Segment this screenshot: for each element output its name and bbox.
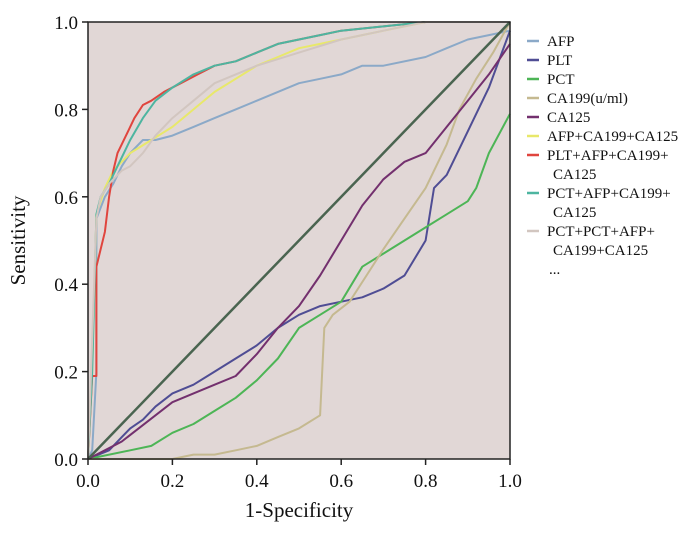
x-tick-label: 0.4 xyxy=(245,471,269,492)
y-tick-label: 1.0 xyxy=(54,13,78,34)
roc-curve-5 xyxy=(87,43,511,460)
y-tick-label: 0.6 xyxy=(54,188,78,209)
legend-entry: PCT+PCT+AFP+ CA199+CA125 xyxy=(547,224,655,259)
roc-curve-4 xyxy=(88,21,511,460)
legend-entry: CA125 xyxy=(547,110,590,126)
legend-entry: PLT xyxy=(547,53,572,69)
legend-entry: AFP xyxy=(547,34,575,50)
plot-frame xyxy=(87,21,511,460)
roc-curve-3 xyxy=(87,113,511,460)
y-tick-label: 0.8 xyxy=(54,100,78,121)
legend-entry: AFP+CA199+CA125 xyxy=(547,129,678,145)
legend-entry: PCT+AFP+CA199+ CA125 xyxy=(547,186,671,221)
x-tick-label: 0.8 xyxy=(414,471,438,492)
x-tick-label: 1.0 xyxy=(498,471,522,492)
x-tick-label: 0.2 xyxy=(161,471,185,492)
legend-entry: PLT+AFP+CA199+ CA125 xyxy=(547,148,669,183)
x-tick-label: 0.6 xyxy=(329,471,353,492)
y-tick-label: 0.4 xyxy=(54,275,78,296)
x-axis-label: 1-Specificity xyxy=(245,498,354,522)
reference-diagonal-line xyxy=(87,21,511,460)
roc-curves xyxy=(87,21,511,460)
legend: AFP PLT PCT CA199(u/ml) CA125 AFP+CA199+CA125… xyxy=(527,34,678,278)
y-tick-label: 0.0 xyxy=(54,450,78,471)
axis-ticks: 0.0 0.2 0.4 0.6 0.8 1.0 0.0 0.2 0.4 0.6 0.8 1.0 xyxy=(54,13,522,492)
legend-more-indicator: ... xyxy=(549,262,560,278)
roc-curve-1 xyxy=(87,29,511,460)
x-tick-label: 0.0 xyxy=(76,471,100,492)
roc-curve-9 xyxy=(87,21,510,460)
legend-entry: CA199(u/ml) xyxy=(547,91,628,107)
y-tick-label: 0.2 xyxy=(54,363,78,384)
y-axis-label: Sensitivity xyxy=(6,195,30,285)
legend-entry: PCT xyxy=(547,72,575,88)
roc-curve-2 xyxy=(87,30,511,460)
